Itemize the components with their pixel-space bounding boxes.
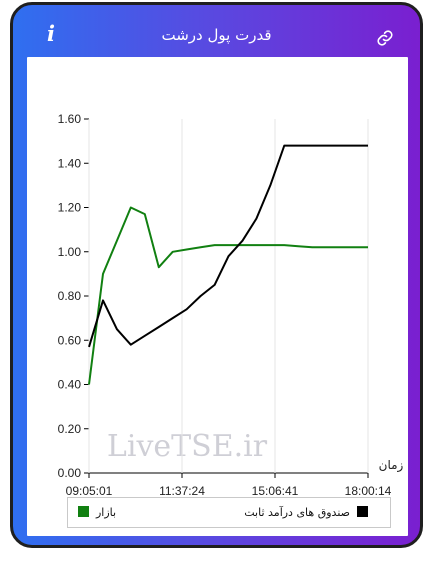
y-tick-label: 0.80 xyxy=(58,289,82,303)
legend-item-market[interactable]: بازار xyxy=(78,506,117,520)
legend-item-fund[interactable]: صندوق های درآمد ثابت xyxy=(244,506,368,520)
legend-swatch-market xyxy=(78,506,89,517)
legend-label-fund: صندوق های درآمد ثابت xyxy=(244,506,350,519)
legend-label-market: بازار xyxy=(96,506,117,519)
x-tick-label: 11:37:24 xyxy=(159,484,205,498)
info-icon[interactable]: i xyxy=(47,21,55,46)
header-bar: i قدرت پول درشت xyxy=(13,5,420,55)
y-tick-label: 1.40 xyxy=(58,156,82,170)
watermark: LiveTSE.ir xyxy=(107,429,268,464)
legend-swatch-fund xyxy=(357,506,368,517)
chart: LiveTSE.ir 0.00 0.20 0.40 0.60 0.80 1.00 1.20 1.… xyxy=(58,112,404,498)
y-tick-label: 0.20 xyxy=(58,422,82,436)
page-title: قدرت پول درشت xyxy=(161,26,272,44)
y-tick-label: 1.00 xyxy=(58,245,82,259)
x-tick-label: 09:05:01 xyxy=(66,484,113,498)
y-tick-label: 0.00 xyxy=(58,466,82,480)
series-line-market xyxy=(88,206,368,385)
y-tick-label: 1.20 xyxy=(58,201,82,215)
y-tick-label: 0.60 xyxy=(58,333,82,347)
app-frame: i قدرت پول درشت LiveTSE.ir 0.00 0.20 0.40 0.… xyxy=(10,2,423,548)
link-icon[interactable] xyxy=(376,29,394,47)
x-axis-label: زمان xyxy=(379,458,404,473)
y-tick-label: 1.60 xyxy=(58,112,82,126)
y-tick-label: 0.40 xyxy=(58,378,82,392)
x-tick-label: 15:06:41 xyxy=(252,484,299,498)
chart-panel: LiveTSE.ir 0.00 0.20 0.40 0.60 0.80 1.00 1.20 1.… xyxy=(27,57,408,536)
series-line-fund xyxy=(88,144,368,348)
x-tick-label: 18:00:14 xyxy=(345,484,392,498)
chart-legend: صندوق های درآمد ثابت بازار xyxy=(67,497,391,528)
